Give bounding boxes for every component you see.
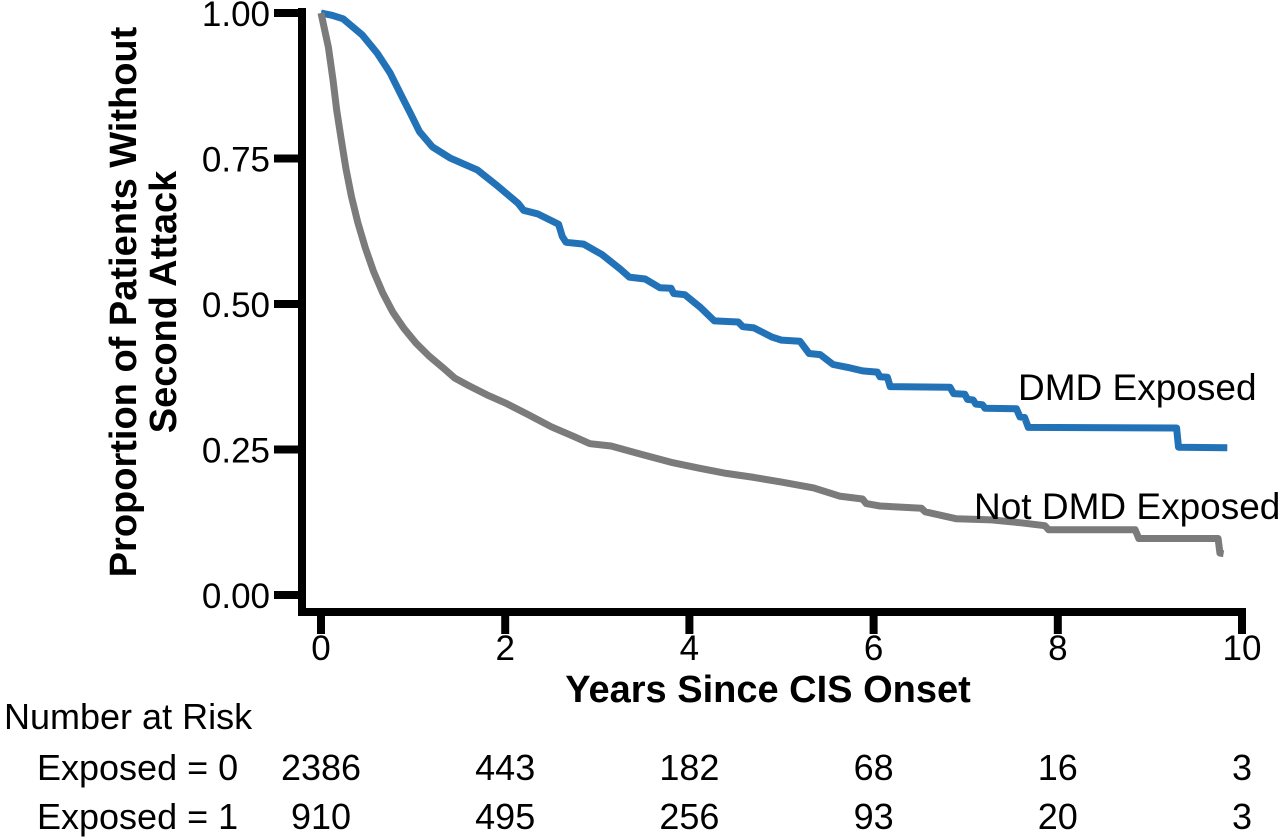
x-axis-title: Years Since CIS Onset [565, 669, 971, 711]
x-axis-tick-labels: 0 2 4 6 8 10 [311, 629, 1261, 668]
series-label-dmd-exposed: DMD Exposed [1018, 367, 1257, 408]
x-tick-label: 8 [1048, 629, 1067, 668]
y-axis-title-line2: Second Attack [143, 170, 185, 433]
risk-value: 2386 [281, 747, 361, 788]
y-tick-label: 0.50 [202, 286, 270, 325]
y-tick-label: 1.00 [202, 0, 270, 34]
y-axis-tick-labels: 1.00 0.75 0.50 0.25 0.00 [202, 0, 270, 616]
risk-value: 182 [659, 747, 719, 788]
x-axis-tick-marks [317, 616, 1246, 634]
y-axis-tick-marks [274, 9, 298, 599]
y-tick-label: 0.75 [202, 141, 270, 180]
risk-value: 68 [854, 747, 894, 788]
x-tick-label: 0 [311, 629, 330, 668]
x-tick-label: 2 [495, 629, 514, 668]
curve-dmd-exposed [320, 9, 1228, 452]
risk-values: 2386 443 182 68 16 3 910 495 256 93 20 3 [281, 747, 1252, 837]
risk-value: 910 [291, 796, 351, 837]
y-tick-label: 0.25 [202, 432, 270, 471]
x-tick-label: 6 [864, 629, 883, 668]
risk-value: 20 [1038, 796, 1078, 837]
risk-value: 256 [659, 796, 719, 837]
survival-curves [317, 9, 1228, 558]
curve-not-dmd-exposed [317, 12, 1225, 558]
x-tick-label: 4 [680, 629, 699, 668]
risk-value: 3 [1232, 796, 1252, 837]
risk-value: 3 [1232, 747, 1252, 788]
risk-row-label-exposed-0: Exposed = 0 [37, 747, 238, 788]
risk-value: 443 [475, 747, 535, 788]
y-axis-title-line1: Proportion of Patients Without [103, 26, 145, 577]
axes: 1.00 0.75 0.50 0.25 0.00 0 2 4 6 8 10 [202, 0, 1262, 668]
x-tick-label: 10 [1223, 629, 1262, 668]
number-at-risk-title: Number at Risk [4, 696, 253, 737]
risk-value: 495 [475, 796, 535, 837]
number-at-risk-table: Number at Risk Exposed = 0 Exposed = 1 2… [4, 696, 1252, 837]
series-label-not-dmd-exposed: Not DMD Exposed [974, 486, 1280, 527]
risk-row-label-exposed-1: Exposed = 1 [37, 796, 238, 837]
risk-value: 16 [1038, 747, 1078, 788]
y-tick-label: 0.00 [202, 577, 270, 616]
risk-value: 93 [854, 796, 894, 837]
